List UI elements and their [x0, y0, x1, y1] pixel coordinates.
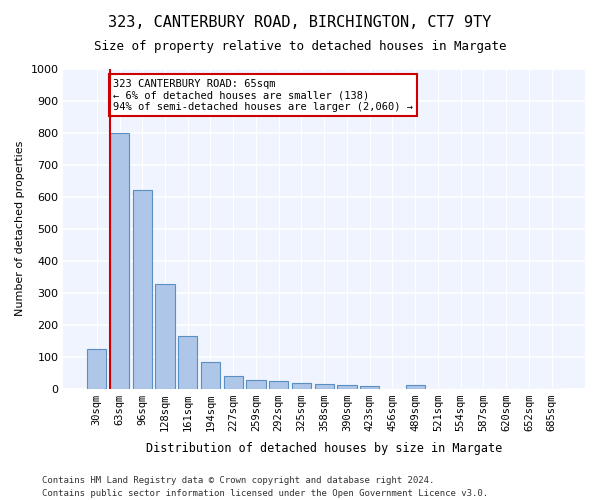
Text: 323, CANTERBURY ROAD, BIRCHINGTON, CT7 9TY: 323, CANTERBURY ROAD, BIRCHINGTON, CT7 9… [109, 15, 491, 30]
Bar [178, 336, 197, 388]
Bar [110, 133, 129, 388]
Bar [224, 376, 243, 388]
X-axis label: Distribution of detached houses by size in Margate: Distribution of detached houses by size … [146, 442, 502, 455]
Bar [360, 386, 379, 388]
Text: 323 CANTERBURY ROAD: 65sqm
← 6% of detached houses are smaller (138)
94% of semi: 323 CANTERBURY ROAD: 65sqm ← 6% of detac… [113, 78, 413, 112]
Bar [314, 384, 334, 388]
Bar [292, 383, 311, 388]
Bar [201, 362, 220, 388]
Text: Size of property relative to detached houses in Margate: Size of property relative to detached ho… [94, 40, 506, 53]
Bar [87, 348, 106, 389]
Bar [406, 386, 425, 388]
Bar [155, 284, 175, 389]
Bar [269, 380, 289, 388]
Bar [133, 190, 152, 388]
Text: Contains HM Land Registry data © Crown copyright and database right 2024.: Contains HM Land Registry data © Crown c… [42, 476, 434, 485]
Bar [247, 380, 266, 388]
Text: Contains public sector information licensed under the Open Government Licence v3: Contains public sector information licen… [42, 488, 488, 498]
Bar [337, 386, 356, 388]
Y-axis label: Number of detached properties: Number of detached properties [15, 141, 25, 316]
